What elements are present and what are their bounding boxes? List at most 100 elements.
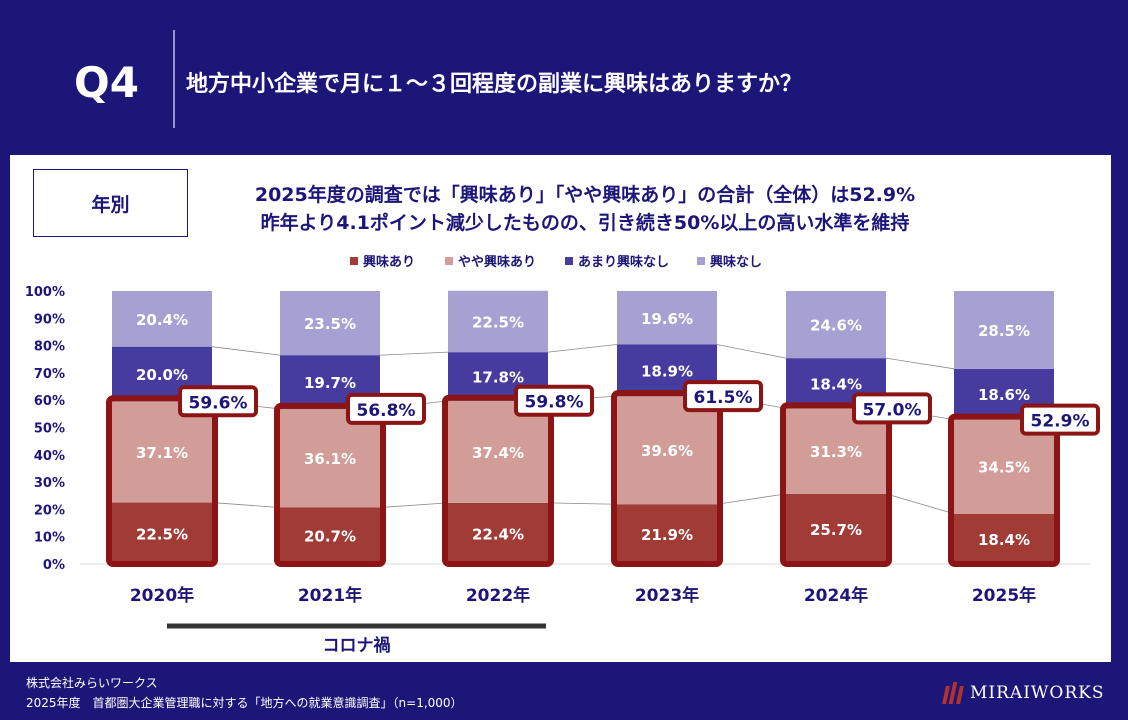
- y-tick-label: 60%: [34, 394, 65, 409]
- interest-total-label: 59.6%: [189, 393, 248, 413]
- y-tick-label: 80%: [34, 340, 65, 355]
- interest-total-frame: [442, 394, 554, 567]
- bar-value-label: 34.5%: [978, 459, 1030, 477]
- bar-value-label: 24.6%: [810, 317, 862, 335]
- bar-value-label: 36.1%: [304, 450, 356, 468]
- bar-value-label: 18.9%: [641, 362, 693, 380]
- x-category-label: 2022年: [466, 585, 530, 606]
- bar-segment: [112, 291, 212, 347]
- series-connector-line: [716, 344, 787, 359]
- bar-value-label: 20.0%: [136, 366, 188, 384]
- interest-total-frame: [274, 402, 386, 567]
- y-tick-label: 20%: [34, 503, 65, 518]
- logo-text: MIRAIWORKS: [970, 683, 1105, 703]
- legend-label: やや興味あり: [458, 254, 536, 270]
- legend-label: 興味あり: [363, 254, 415, 270]
- bar-value-label: 18.4%: [810, 375, 862, 393]
- bar-value-label: 18.6%: [978, 386, 1030, 404]
- bar-value-label: 17.8%: [472, 368, 524, 386]
- y-tick-label: 10%: [34, 531, 65, 546]
- question-number: Q4: [74, 58, 139, 107]
- bar-value-label: 39.6%: [641, 442, 693, 460]
- interest-total-frame: [780, 402, 892, 568]
- bar-value-label: 22.5%: [472, 313, 524, 331]
- bar-segment: [617, 396, 717, 505]
- x-category-label: 2024年: [804, 585, 868, 606]
- bar-segment: [786, 291, 886, 359]
- interest-total-callout: [178, 385, 258, 418]
- series-connector-line: [716, 493, 787, 505]
- interest-total-label: 57.0%: [863, 400, 922, 420]
- interest-total-label: 56.8%: [357, 401, 416, 421]
- bar-value-label: 21.9%: [641, 526, 693, 544]
- period-badge: 年別: [33, 169, 188, 237]
- series-connector-line: [547, 502, 618, 505]
- y-tick-label: 50%: [34, 422, 65, 437]
- bar-value-label: 20.4%: [136, 311, 188, 329]
- interest-total-frame: [106, 395, 218, 567]
- bar-segment: [786, 493, 886, 564]
- legend-swatch: [350, 257, 358, 265]
- covid-period-label: コロナ禍: [323, 635, 391, 656]
- x-category-label: 2020年: [130, 585, 194, 606]
- bar-value-label: 18.4%: [978, 531, 1030, 549]
- bar-value-label: 19.7%: [304, 374, 356, 392]
- interest-total-label: 61.5%: [694, 388, 753, 408]
- series-connector-line: [211, 346, 281, 356]
- y-tick-label: 90%: [34, 312, 65, 327]
- interest-total-frame: [611, 390, 723, 568]
- bar-value-label: 37.4%: [472, 444, 524, 462]
- interest-total-label: 59.8%: [525, 393, 584, 413]
- interest-total-callout: [1020, 403, 1100, 436]
- bar-value-label: 23.5%: [304, 315, 356, 333]
- bar-value-label: 28.5%: [978, 322, 1030, 340]
- y-tick-label: 30%: [34, 476, 65, 491]
- y-tick-label: 40%: [34, 449, 65, 464]
- header-divider: [173, 30, 175, 128]
- question-title: 地方中小企業で月に１～３回程度の副業に興味はありますか？: [186, 72, 803, 97]
- bar-value-label: 19.6%: [641, 310, 693, 328]
- interest-total-frame: [948, 413, 1060, 568]
- legend-swatch: [565, 257, 573, 265]
- bar-segment: [617, 291, 717, 345]
- series-connector-line: [547, 344, 618, 353]
- bar-value-label: 25.7%: [810, 521, 862, 539]
- interest-total-label: 52.9%: [1031, 412, 1090, 432]
- logo-mark-icon: [942, 682, 964, 704]
- interest-total-callout: [683, 380, 763, 413]
- legend-label: 興味なし: [710, 254, 762, 270]
- legend-label: あまり興味なし: [578, 254, 669, 270]
- series-connector-line: [379, 502, 449, 508]
- interest-total-callout: [852, 392, 932, 425]
- interest-total-callout: [346, 392, 426, 425]
- bar-segment: [112, 502, 212, 564]
- bar-value-label: 31.3%: [810, 443, 862, 461]
- footer-survey: 2025年度 首都圏大企業管理職に対する「地方への就業意識調査」（n=1,000…: [26, 696, 463, 710]
- subtitle-line-2: 昨年より4.1ポイント減少したものの、引き続き50%以上の高い水準を維持: [260, 212, 910, 234]
- bar-segment: [954, 291, 1054, 369]
- series-connector-line: [379, 351, 449, 356]
- bar-segment: [448, 502, 548, 564]
- bar-segment: [617, 504, 717, 564]
- legend-swatch: [445, 257, 453, 265]
- bar-value-label: 22.4%: [472, 525, 524, 543]
- y-tick-label: 0%: [43, 558, 65, 573]
- interest-total-callout: [514, 384, 594, 417]
- y-tick-label: 100%: [25, 285, 65, 300]
- bar-segment: [112, 401, 212, 503]
- x-category-label: 2025年: [972, 585, 1036, 606]
- bar-value-label: 22.5%: [136, 525, 188, 543]
- bar-segment: [280, 291, 380, 356]
- legend-swatch: [697, 257, 705, 265]
- series-connector-line: [211, 502, 281, 508]
- x-category-label: 2023年: [635, 585, 699, 606]
- series-connector-line: [885, 493, 955, 515]
- x-category-label: 2021年: [298, 585, 362, 606]
- bar-segment: [954, 513, 1054, 564]
- bar-segment: [448, 400, 548, 503]
- subtitle-line-1: 2025年度の調査では「興味あり」「やや興味あり」の合計（全体）は52.9%: [254, 184, 916, 206]
- y-tick-label: 70%: [34, 367, 65, 382]
- miraiworks-logo: MIRAIWORKS: [942, 682, 1105, 704]
- bar-segment: [448, 290, 548, 353]
